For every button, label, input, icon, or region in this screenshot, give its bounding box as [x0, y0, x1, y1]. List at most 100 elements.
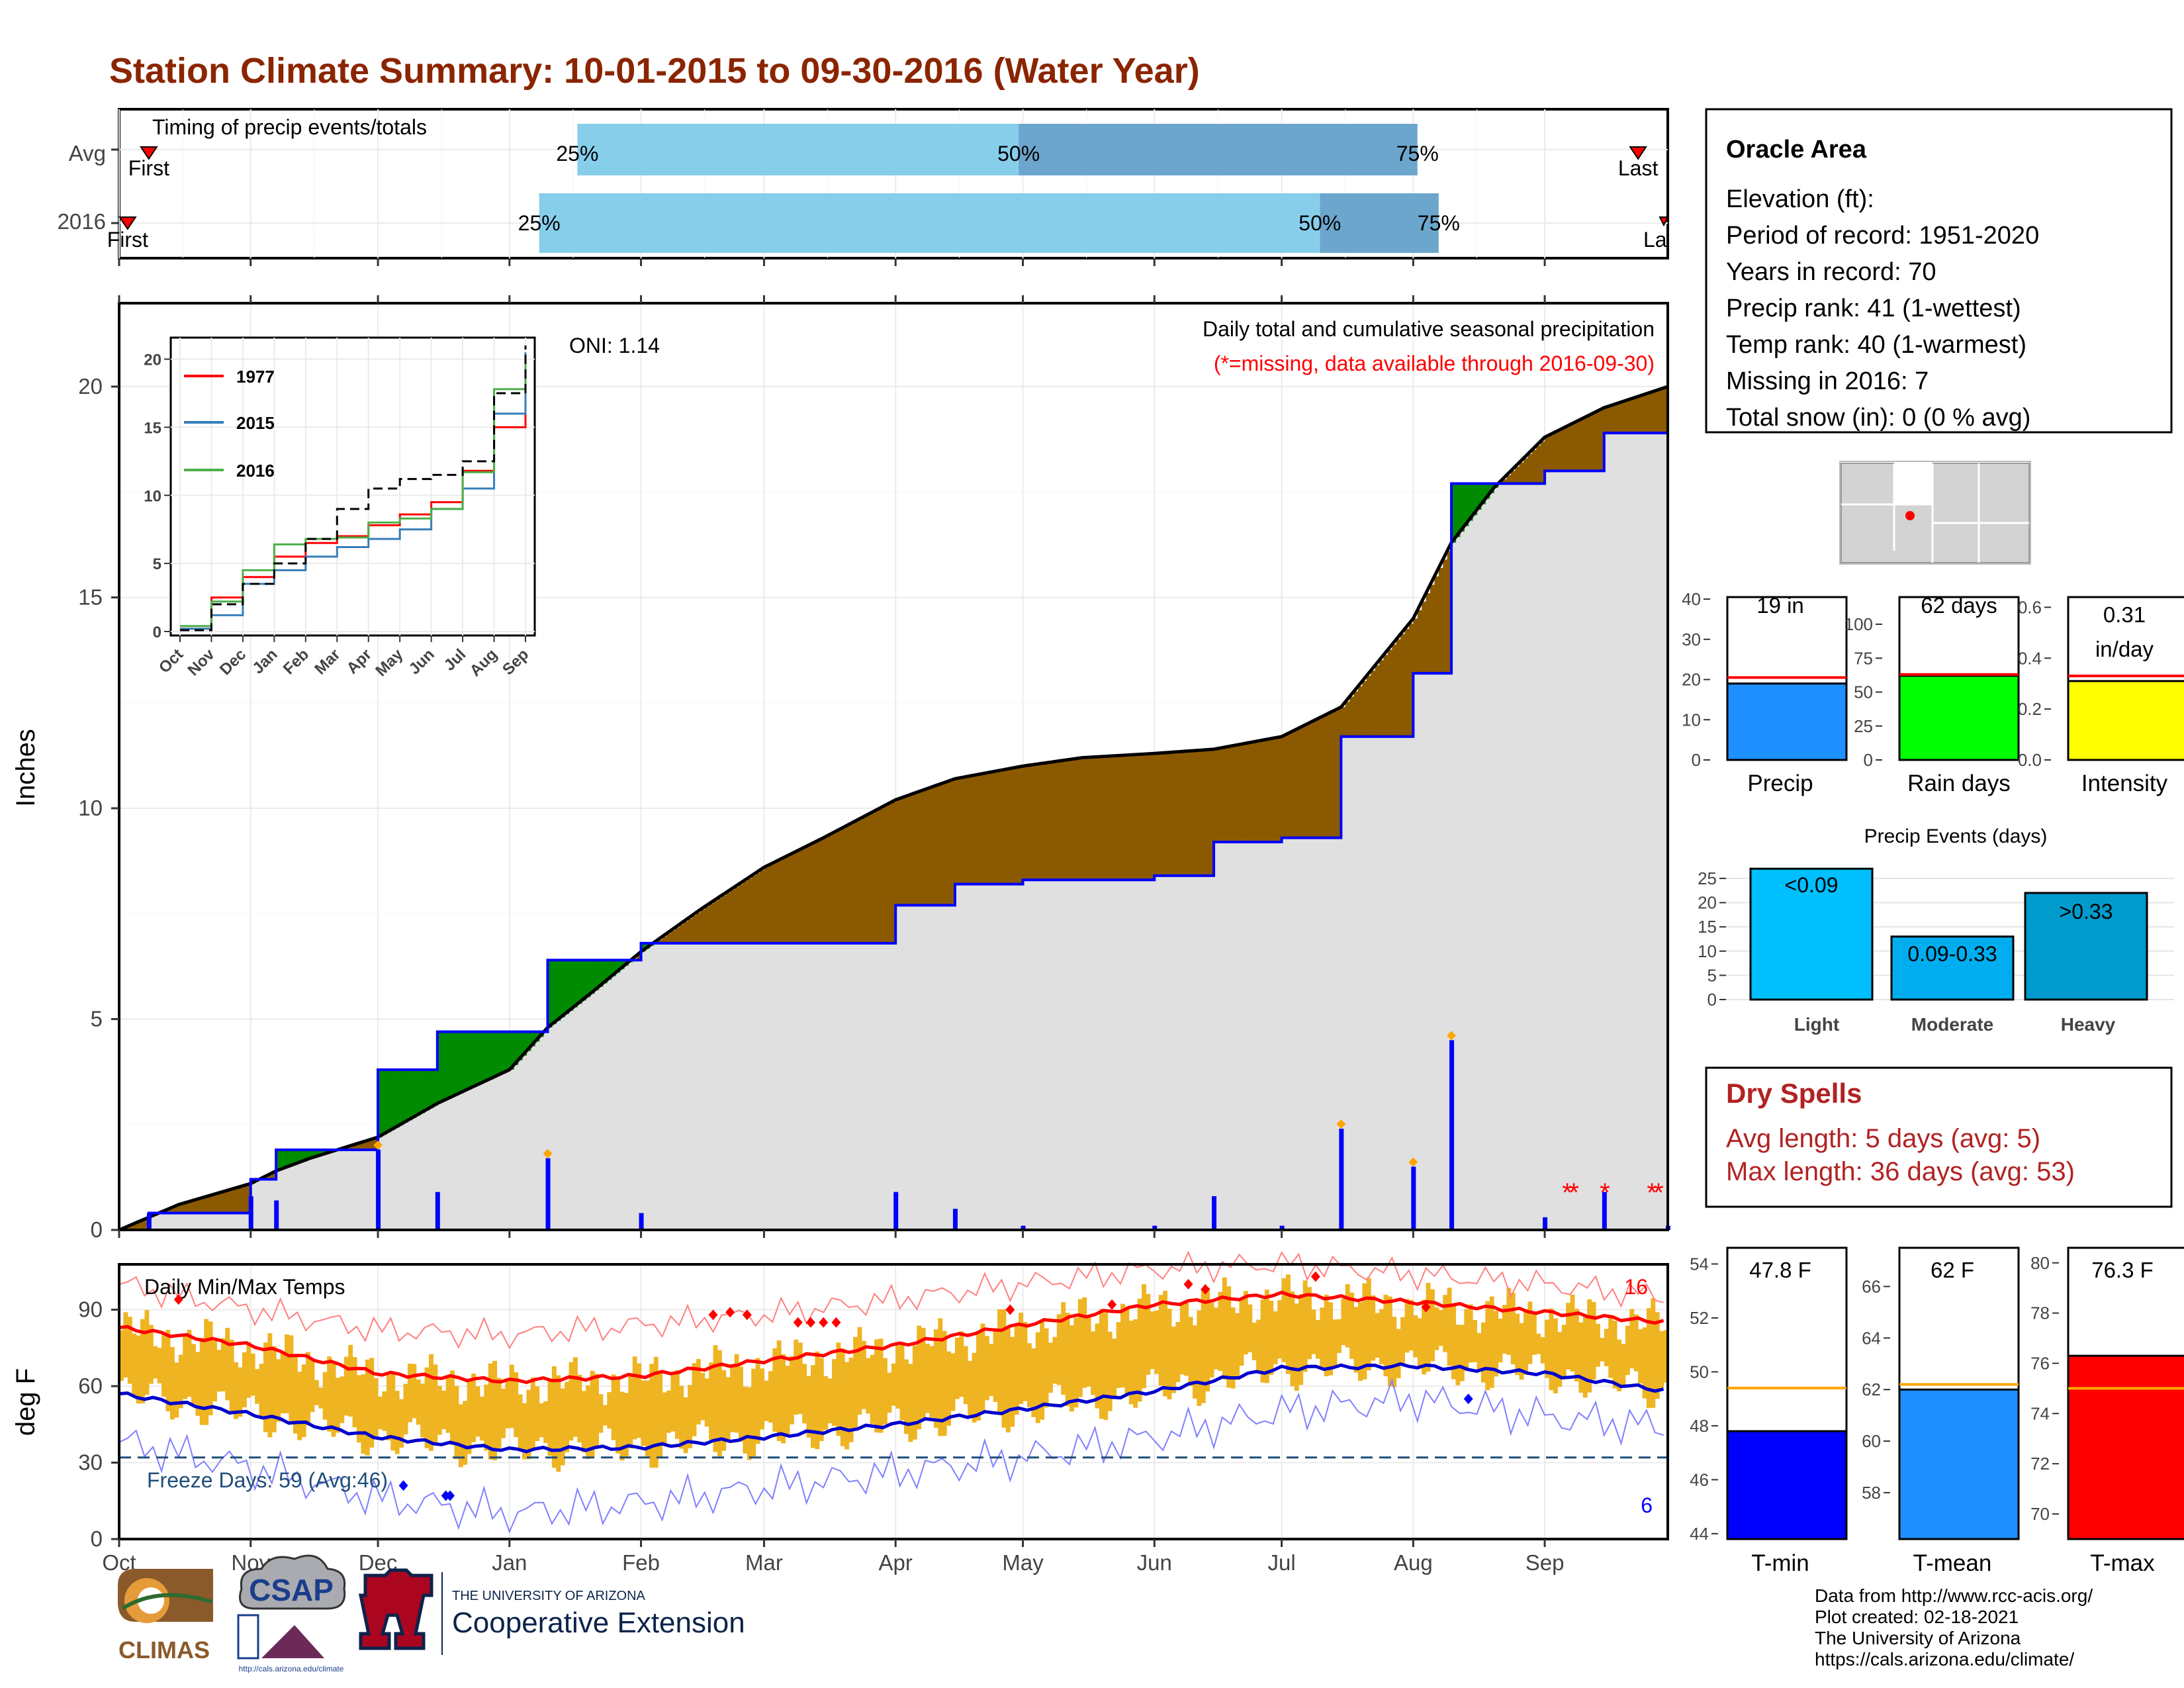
- temp-xtick-label: Aug: [1394, 1550, 1433, 1575]
- precip-difference-slice: [1086, 757, 1091, 880]
- dry-spells-box: Dry Spells Avg length: 5 days (avg: 5) M…: [1705, 1066, 2173, 1208]
- precip-difference-slice: [1230, 746, 1236, 842]
- dry-spells-frame: [1705, 1066, 2173, 1208]
- precip-difference-slice: [1659, 389, 1664, 434]
- temp-xtick-label: Jun: [1137, 1550, 1172, 1575]
- precip-difference-slice: [1570, 424, 1575, 471]
- precip-difference-slice: [950, 780, 956, 906]
- record-max-line: [118, 1250, 1664, 1350]
- temp-range-bar: [1298, 1294, 1304, 1385]
- csap-gauge: [237, 1614, 259, 1660]
- avg-min-line: [118, 1362, 1664, 1454]
- tmin-ytick-label: 44: [1690, 1524, 1709, 1544]
- precip-difference-slice: [1621, 402, 1626, 434]
- temp-range-bar: [1502, 1305, 1507, 1354]
- temp-range-bar: [572, 1357, 578, 1437]
- temp-range-bar: [220, 1338, 226, 1391]
- precip-difference-slice: [1345, 702, 1350, 737]
- station-info-frame: [1705, 108, 2173, 434]
- precip-difference-slice: [1549, 435, 1554, 471]
- precip-difference-slice: [1642, 395, 1647, 434]
- temp-range-bar: [471, 1374, 477, 1442]
- precip-difference-slice: [547, 960, 553, 1028]
- temp-range-bar: [785, 1366, 790, 1437]
- precip-difference-slice: [827, 835, 833, 943]
- daily-precip-bar: [1602, 1192, 1607, 1230]
- timing-row-label-avg: Avg: [69, 141, 106, 165]
- precip-difference-slice: [1540, 441, 1545, 484]
- temp-range-bar: [1392, 1317, 1397, 1387]
- precip-difference-slice: [348, 1146, 353, 1150]
- record-max-count: 16: [1624, 1275, 1648, 1299]
- temp-range-bar: [306, 1352, 310, 1426]
- precip-difference-slice: [165, 1209, 171, 1213]
- daily-precip-record-marker: [1447, 1031, 1457, 1041]
- precip-difference-slice: [1277, 737, 1283, 842]
- timing-row-label-2016: 2016: [58, 209, 106, 234]
- temp-range-bar: [683, 1397, 688, 1454]
- temp-range-bar: [484, 1384, 489, 1451]
- temp-range-bar: [1404, 1299, 1410, 1353]
- temp-range-bar: [1035, 1332, 1040, 1423]
- tmean-ytick-label: 60: [1862, 1431, 1881, 1451]
- tmin-ytick-label: 52: [1690, 1308, 1709, 1328]
- temp-range-bar: [1362, 1283, 1367, 1380]
- timing-2016-bar-early: [539, 193, 1320, 253]
- temp-range-bar: [514, 1372, 519, 1438]
- record-high-marker: [793, 1317, 803, 1328]
- precip-difference-slice: [220, 1192, 226, 1213]
- mini-precip-ytick-label: 10: [1682, 710, 1701, 729]
- precip-difference-slice: [989, 772, 994, 884]
- temp-range-bar: [1052, 1336, 1058, 1384]
- temp-range-bar: [895, 1345, 901, 1409]
- temp-range-bar: [437, 1385, 442, 1435]
- temp-range-bar: [882, 1358, 887, 1425]
- precip-difference-slice: [1120, 755, 1125, 880]
- temp-range-bar: [1455, 1325, 1461, 1385]
- precip-difference-slice: [394, 1069, 400, 1128]
- daily-precip-bar: [435, 1192, 440, 1230]
- station-name: Oracle Area: [1726, 136, 1867, 164]
- temp-xtick-label: Jul: [1268, 1550, 1296, 1575]
- temp-range-bar: [153, 1346, 158, 1379]
- temp-range-bar: [1260, 1299, 1265, 1383]
- events-bar-label-heavy: >0.33: [2060, 900, 2113, 923]
- tmax-ytick-label: 74: [2030, 1403, 2050, 1423]
- temp-range-bar: [950, 1353, 956, 1411]
- credit-line-2: Plot created: 02-18-2021: [1815, 1607, 2019, 1627]
- precip-ytick-label: 15: [78, 585, 103, 610]
- page-title: Station Climate Summary: 10-01-2015 to 0…: [109, 51, 1200, 91]
- precip-difference-slice: [1179, 751, 1185, 876]
- precip-difference-slice: [1480, 483, 1486, 504]
- temp-range-bar: [373, 1378, 379, 1436]
- precip-difference-slice: [1604, 407, 1609, 434]
- temp-panel-frame: [118, 1263, 1669, 1540]
- precip-difference-slice: [666, 933, 672, 943]
- temp-range-bar: [1146, 1293, 1151, 1375]
- temp-range-bar: [301, 1364, 306, 1437]
- precip-difference-slice: [1320, 718, 1325, 838]
- precip-panel-frame: [118, 302, 1669, 1231]
- precip-difference-slice: [1510, 471, 1516, 484]
- precip-difference-slice: [1137, 754, 1142, 880]
- temp-range-bar: [1494, 1311, 1499, 1377]
- temp-range-bar: [361, 1374, 366, 1454]
- inset-ytick-label: 15: [144, 419, 161, 437]
- temp-xtick-label: Sep: [1525, 1550, 1565, 1575]
- precip-difference-slice: [1056, 761, 1062, 880]
- temp-range-bar: [123, 1312, 128, 1378]
- precip-ytick-label: 0: [91, 1217, 103, 1242]
- temp-range-bar: [263, 1342, 268, 1432]
- record-high-marker: [1310, 1271, 1320, 1282]
- precip-subheader: (*=missing, data available through 2016-…: [1214, 352, 1655, 375]
- temp-range-bar: [1315, 1319, 1320, 1359]
- timing-avg-bar-late: [1019, 124, 1418, 175]
- precip-difference-slice: [963, 777, 968, 884]
- inset-ytick-label: 20: [144, 352, 161, 369]
- precip-difference-slice: [942, 783, 947, 906]
- temp-range-bar: [1124, 1306, 1130, 1395]
- temp-range-bar: [772, 1348, 778, 1432]
- precip-difference-slice: [577, 960, 582, 1004]
- record-high-marker: [173, 1294, 183, 1305]
- temp-range-bar: [1290, 1291, 1295, 1386]
